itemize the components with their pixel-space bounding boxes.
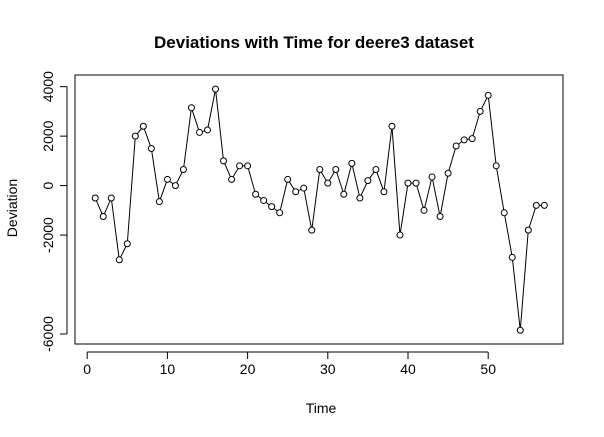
data-point (195, 128, 203, 136)
data-point (179, 166, 187, 174)
x-axis-label: Time (306, 400, 337, 416)
data-point (244, 162, 252, 170)
x-tick-label: 30 (320, 361, 336, 377)
data-point (380, 188, 388, 196)
chart-title: Deviations with Time for deere3 dataset (154, 33, 474, 52)
data-point (412, 179, 420, 187)
data-point (468, 135, 476, 143)
data-point (436, 213, 444, 221)
x-tick-label: 10 (160, 361, 176, 377)
data-point (516, 326, 524, 334)
data-point (396, 231, 404, 239)
x-axis: 0 10 20 30 40 50 (83, 351, 496, 377)
data-point (484, 91, 492, 99)
data-point (236, 162, 244, 170)
data-point (220, 157, 228, 165)
data-point (115, 256, 123, 264)
data-point (204, 126, 211, 134)
data-point (508, 253, 516, 261)
x-tick-label: 20 (240, 361, 256, 377)
data-point (444, 169, 452, 177)
y-tick-label: 2000 (40, 120, 56, 151)
data-point (476, 107, 484, 115)
series-line (94, 89, 545, 331)
data-point (524, 226, 532, 234)
data-point (139, 122, 147, 130)
data-point (348, 159, 356, 167)
data-point (300, 184, 308, 192)
data-point (428, 173, 436, 181)
data-point (123, 240, 131, 248)
data-point (308, 226, 316, 234)
plot-frame (74, 74, 564, 345)
y-tick-label: -6000 (40, 316, 56, 352)
data-point (171, 182, 179, 190)
data-point (452, 142, 460, 150)
y-axis-label: Deviation (4, 179, 20, 237)
x-tick-label: 50 (480, 361, 496, 377)
data-point (340, 190, 348, 198)
data-point (324, 179, 332, 187)
data-point (420, 206, 428, 214)
data-point (107, 194, 115, 202)
data-point (372, 166, 380, 174)
data-point (460, 136, 468, 144)
data-point (252, 190, 260, 198)
data-point (292, 188, 300, 196)
data-point (163, 175, 171, 183)
data-point (332, 166, 340, 174)
data-point (155, 198, 163, 206)
data-point (131, 132, 139, 140)
data-point (500, 209, 508, 217)
y-axis: -6000 -2000 0 2000 4000 (40, 71, 68, 352)
x-tick-label: 40 (400, 361, 416, 377)
data-point (187, 104, 195, 112)
data-point (404, 179, 412, 187)
data-point (228, 175, 236, 183)
series-deviation (91, 85, 548, 334)
data-point (284, 175, 292, 183)
data-point (388, 122, 396, 130)
data-point (316, 166, 324, 174)
data-point (532, 201, 540, 209)
data-point (268, 203, 276, 211)
data-point (492, 162, 500, 170)
data-point (540, 201, 548, 209)
x-tick-label: 0 (83, 361, 91, 377)
y-tick-label: 4000 (40, 71, 56, 102)
data-point (147, 145, 155, 153)
data-point (276, 209, 284, 217)
y-tick-label: -2000 (40, 217, 56, 253)
data-point (91, 194, 99, 202)
data-point (260, 196, 268, 204)
data-point (212, 85, 220, 93)
y-tick-label: 0 (40, 181, 56, 189)
data-point (356, 194, 364, 202)
data-point (364, 177, 372, 185)
data-point (99, 213, 107, 221)
